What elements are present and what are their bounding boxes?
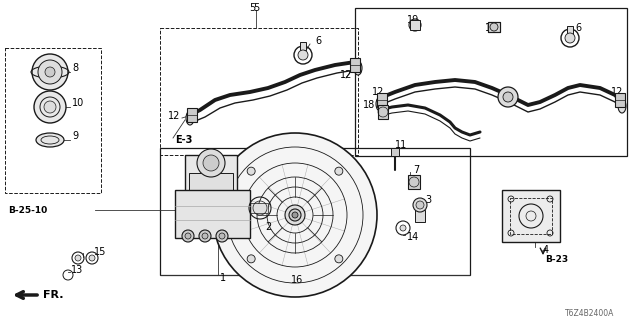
Circle shape <box>219 233 225 239</box>
Circle shape <box>416 201 424 209</box>
Bar <box>615 93 625 107</box>
Circle shape <box>298 50 308 60</box>
Circle shape <box>247 167 255 175</box>
Circle shape <box>75 255 81 261</box>
Bar <box>187 108 197 122</box>
Bar <box>408 175 420 189</box>
Text: 18: 18 <box>363 100 375 110</box>
Circle shape <box>292 212 298 218</box>
Circle shape <box>44 101 56 113</box>
Bar <box>355 8 627 156</box>
Bar <box>377 93 387 107</box>
Circle shape <box>335 255 343 263</box>
Circle shape <box>213 133 377 297</box>
Text: 12: 12 <box>340 70 353 80</box>
Text: 6: 6 <box>575 23 581 33</box>
Text: 4: 4 <box>543 245 549 255</box>
Text: 12: 12 <box>611 87 623 97</box>
Circle shape <box>413 198 427 212</box>
Text: 10: 10 <box>72 98 84 108</box>
Ellipse shape <box>618 99 626 113</box>
Bar <box>250 203 268 213</box>
Circle shape <box>38 60 62 84</box>
Bar <box>488 22 500 32</box>
Text: B-23: B-23 <box>545 255 568 265</box>
Text: 6: 6 <box>315 36 321 46</box>
Circle shape <box>565 33 575 43</box>
Text: 19: 19 <box>407 15 419 25</box>
Circle shape <box>199 230 211 242</box>
Bar <box>415 210 425 222</box>
Circle shape <box>202 233 208 239</box>
Text: E-3: E-3 <box>175 135 193 145</box>
Text: 9: 9 <box>72 131 78 141</box>
Circle shape <box>335 167 343 175</box>
Text: 11: 11 <box>395 140 407 150</box>
Bar <box>378 105 388 119</box>
Bar <box>189 173 233 199</box>
Circle shape <box>203 155 219 171</box>
Circle shape <box>32 54 68 90</box>
Bar <box>5 48 101 193</box>
Text: 8: 8 <box>72 63 78 73</box>
Ellipse shape <box>186 111 194 125</box>
Text: FR.: FR. <box>43 290 63 300</box>
Circle shape <box>409 19 421 31</box>
Circle shape <box>197 149 225 177</box>
Circle shape <box>216 230 228 242</box>
Circle shape <box>89 255 95 261</box>
Bar <box>488 22 500 32</box>
Text: 12: 12 <box>168 111 180 121</box>
Text: 5: 5 <box>253 3 259 13</box>
Circle shape <box>498 87 518 107</box>
Text: 16: 16 <box>291 275 303 285</box>
Circle shape <box>34 91 66 123</box>
Circle shape <box>285 205 305 225</box>
Circle shape <box>490 23 498 31</box>
Circle shape <box>289 209 301 221</box>
Circle shape <box>185 233 191 239</box>
Bar <box>410 20 420 30</box>
Text: 13: 13 <box>71 265 83 275</box>
Bar <box>175 190 250 238</box>
Ellipse shape <box>36 133 64 147</box>
Circle shape <box>45 67 55 77</box>
Text: 14: 14 <box>407 232 419 242</box>
Bar <box>391 148 399 156</box>
Circle shape <box>247 255 255 263</box>
Circle shape <box>182 230 194 242</box>
Bar <box>185 155 237 193</box>
Bar <box>350 58 360 72</box>
Text: 15: 15 <box>94 247 106 257</box>
Ellipse shape <box>376 97 384 111</box>
Text: 5: 5 <box>249 3 255 13</box>
Bar <box>160 148 470 275</box>
Bar <box>300 42 306 50</box>
Bar <box>160 28 358 155</box>
Text: 2: 2 <box>265 222 271 232</box>
Ellipse shape <box>354 61 362 75</box>
Text: 17: 17 <box>485 23 497 33</box>
Text: B-25-10: B-25-10 <box>8 205 47 214</box>
Bar <box>567 26 573 34</box>
Circle shape <box>400 225 406 231</box>
Bar <box>502 190 560 242</box>
Text: T6Z4B2400A: T6Z4B2400A <box>565 308 614 317</box>
Text: 12: 12 <box>372 87 385 97</box>
Text: 1: 1 <box>220 273 226 283</box>
Text: 7: 7 <box>413 165 419 175</box>
Bar <box>510 198 552 234</box>
Text: 3: 3 <box>425 195 431 205</box>
Circle shape <box>503 92 513 102</box>
